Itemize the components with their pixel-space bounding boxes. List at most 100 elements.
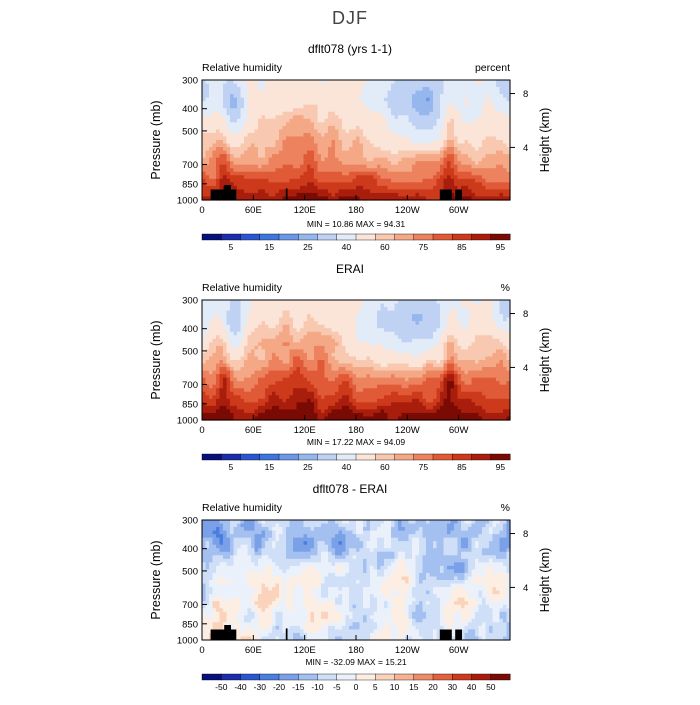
- terrain-mask: [211, 190, 237, 201]
- colorbar-label: 15: [265, 242, 275, 252]
- y-tick-label: 500: [182, 566, 198, 577]
- colorbar-label: 10: [390, 682, 400, 692]
- colorbar-box: [260, 454, 280, 460]
- panel-left-string: Relative humidity: [202, 62, 283, 74]
- y-tick-label: 400: [182, 104, 198, 115]
- colorbar-box: [472, 454, 492, 460]
- y2-tick-label: 4: [523, 363, 528, 374]
- terrain-mask: [224, 625, 231, 640]
- y-tick-label: 850: [182, 399, 198, 410]
- colorbar-box: [337, 454, 357, 460]
- colorbar-box: [241, 234, 261, 240]
- colorbar-box: [298, 674, 318, 680]
- panel-right-string: %: [501, 282, 510, 294]
- colorbar-label: 95: [496, 462, 506, 472]
- y2-tick-label: 4: [523, 143, 528, 154]
- y2-axis-label: Height (km): [538, 328, 552, 393]
- colorbar-box: [356, 454, 376, 460]
- colorbar-label: 40: [342, 462, 352, 472]
- colorbar-label: 85: [457, 462, 467, 472]
- y-tick-label: 400: [182, 324, 198, 335]
- colorbar-label: 95: [496, 242, 506, 252]
- colorbar-box: [472, 674, 492, 680]
- panel-3: dflt078 - ERAI Relative humidity% 30 0 400 50…: [149, 482, 552, 692]
- y-tick-label: 500: [182, 126, 198, 137]
- colorbar-label: -20: [273, 682, 286, 692]
- terrain-mask: [224, 185, 231, 200]
- colorbar-box: [433, 234, 453, 240]
- y-tick-label: 700: [182, 160, 198, 171]
- colorbar-label: 85: [457, 242, 467, 252]
- colorbar-box: [395, 674, 415, 680]
- y-tick-label: 1000: [177, 416, 198, 427]
- colorbar-box: [221, 454, 241, 460]
- x-tick-label: 120E: [294, 205, 316, 216]
- y-tick-label: 400: [182, 544, 198, 555]
- y2-axis-label: Height (km): [538, 108, 552, 173]
- colorbar-box: [375, 454, 395, 460]
- colorbar-box: [241, 674, 261, 680]
- colorbar-label: 30: [448, 682, 458, 692]
- colorbar-box: [433, 454, 453, 460]
- x-tick-label: 120W: [395, 425, 420, 436]
- colorbar-label: 50: [486, 682, 496, 692]
- y-tick-label: 1000: [177, 196, 198, 207]
- colorbar-label: -40: [234, 682, 247, 692]
- x-tick-label: 120W: [395, 205, 420, 216]
- contour-field: [202, 300, 511, 421]
- panel-title: ERAI: [336, 262, 364, 276]
- colorbar-label: 5: [229, 462, 234, 472]
- colorbar-box: [337, 234, 357, 240]
- x-tick-label: 180: [348, 425, 364, 436]
- colorbar-box: [318, 234, 338, 240]
- colorbar-box: [202, 454, 222, 460]
- y-axis-label: Pressure (mb): [149, 540, 163, 619]
- y2-tick-label: 8: [523, 529, 528, 540]
- colorbar-box: [375, 674, 395, 680]
- colorbar-box: [414, 454, 434, 460]
- panel-left-string: Relative humidity: [202, 502, 283, 514]
- colorbar-box: [298, 234, 318, 240]
- colorbar-label: 5: [373, 682, 378, 692]
- x-tick-label: 120E: [294, 425, 316, 436]
- colorbar-label: -30: [254, 682, 267, 692]
- colorbar-box: [260, 674, 280, 680]
- y-axis-label: Pressure (mb): [149, 100, 163, 179]
- terrain-mask: [211, 630, 237, 641]
- colorbar-box: [356, 674, 376, 680]
- colorbar-box: [221, 234, 241, 240]
- y2-axis-label: Height (km): [538, 548, 552, 613]
- x-tick-label: 60W: [449, 205, 469, 216]
- panel-title: dflt078 - ERAI: [313, 482, 388, 496]
- colorbar-label: 25: [303, 242, 313, 252]
- colorbar-box: [395, 234, 415, 240]
- colorbar-label: 75: [419, 462, 429, 472]
- y-tick-label: 1000: [177, 636, 198, 647]
- x-tick-label: 180: [348, 205, 364, 216]
- colorbar-label: 40: [467, 682, 477, 692]
- colorbar-label: 75: [419, 242, 429, 252]
- colorbar-label: 15: [265, 462, 275, 472]
- colorbar-box: [414, 674, 434, 680]
- y2-tick-label: 8: [523, 309, 528, 320]
- colorbar-box: [375, 234, 395, 240]
- colorbar-label: -10: [311, 682, 324, 692]
- colorbar-label: 0: [354, 682, 359, 692]
- terrain-mask: [440, 190, 452, 201]
- y2-tick-label: 8: [523, 89, 528, 100]
- y-tick-label: 700: [182, 380, 198, 391]
- colorbar-label: 60: [380, 462, 390, 472]
- y2-tick-label: 4: [523, 583, 528, 594]
- x-tick-label: 120E: [294, 645, 316, 656]
- panel-right-string: %: [501, 502, 510, 514]
- y-tick-label: 300: [182, 296, 198, 307]
- colorbar-box: [491, 234, 511, 240]
- contour-field: [202, 80, 511, 201]
- colorbar-box: [241, 454, 261, 460]
